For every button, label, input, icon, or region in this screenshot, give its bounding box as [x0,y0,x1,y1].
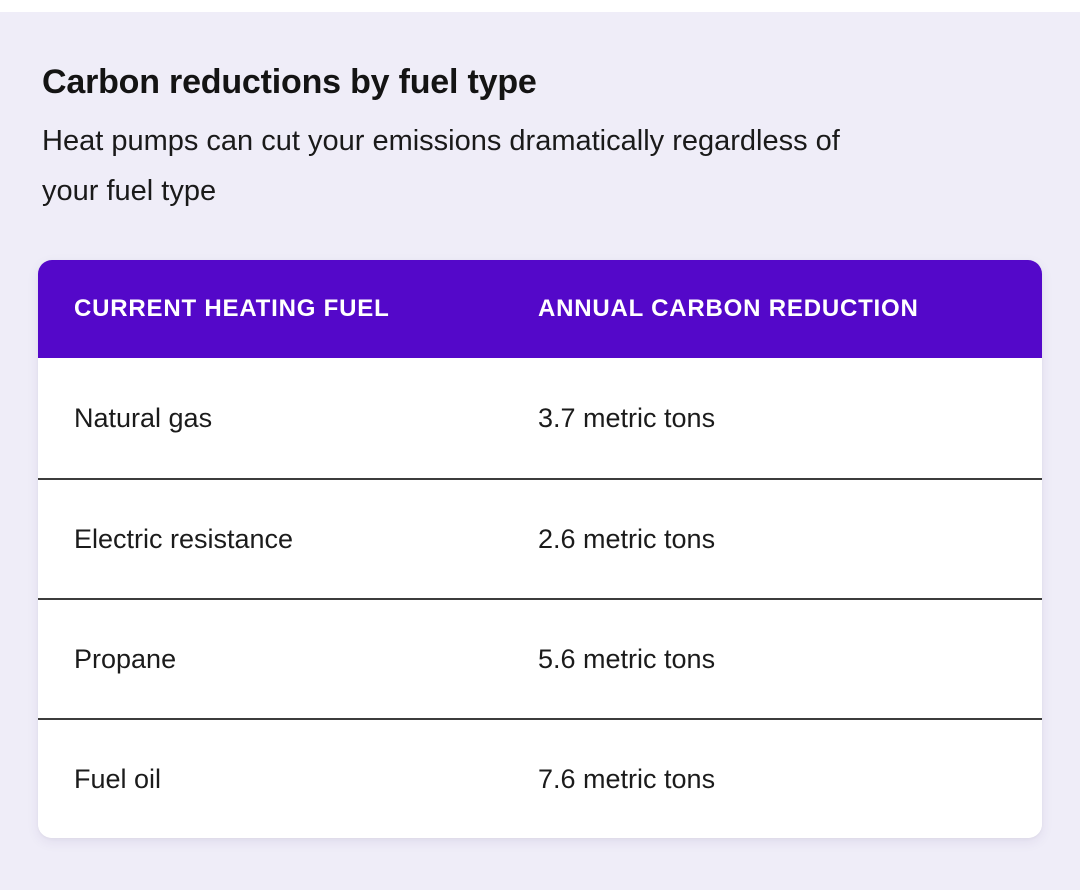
table-row-fuel-oil: Fuel oil 7.6 metric tons [38,718,1042,838]
table-row-natural-gas: Natural gas 3.7 metric tons [38,358,1042,478]
fuel-cell: Natural gas [74,402,213,433]
reduction-cell: 5.6 metric tons [538,643,716,674]
fuel-cell: Propane [74,643,177,674]
top-white-strip [0,0,1080,12]
carbon-reduction-table: CURRENT HEATING FUEL ANNUAL CARBON REDUC… [38,260,1042,838]
fuel-cell: Electric resistance [74,523,294,554]
page-content: Carbon reductions by fuel type Heat pump… [0,62,1080,216]
column-header-annual-carbon-reduction: ANNUAL CARBON REDUCTION [538,295,919,322]
page-subtitle-line-2: your fuel type [42,175,217,207]
page-subtitle: Heat pumps can cut your emissions dramat… [42,116,1022,216]
column-header-current-heating-fuel: CURRENT HEATING FUEL [74,295,390,322]
fuel-cell: Fuel oil [74,763,162,794]
reduction-cell: 7.6 metric tons [538,763,716,794]
reduction-cell: 3.7 metric tons [538,402,716,433]
page-subtitle-line-1: Heat pumps can cut your emissions dramat… [42,125,840,157]
reduction-cell: 2.6 metric tons [538,523,716,554]
table-header-row: CURRENT HEATING FUEL ANNUAL CARBON REDUC… [38,260,1042,358]
page-title: Carbon reductions by fuel type [42,63,537,101]
table-row-propane: Propane 5.6 metric tons [38,598,1042,718]
table-row-electric-resistance: Electric resistance 2.6 metric tons [38,478,1042,598]
